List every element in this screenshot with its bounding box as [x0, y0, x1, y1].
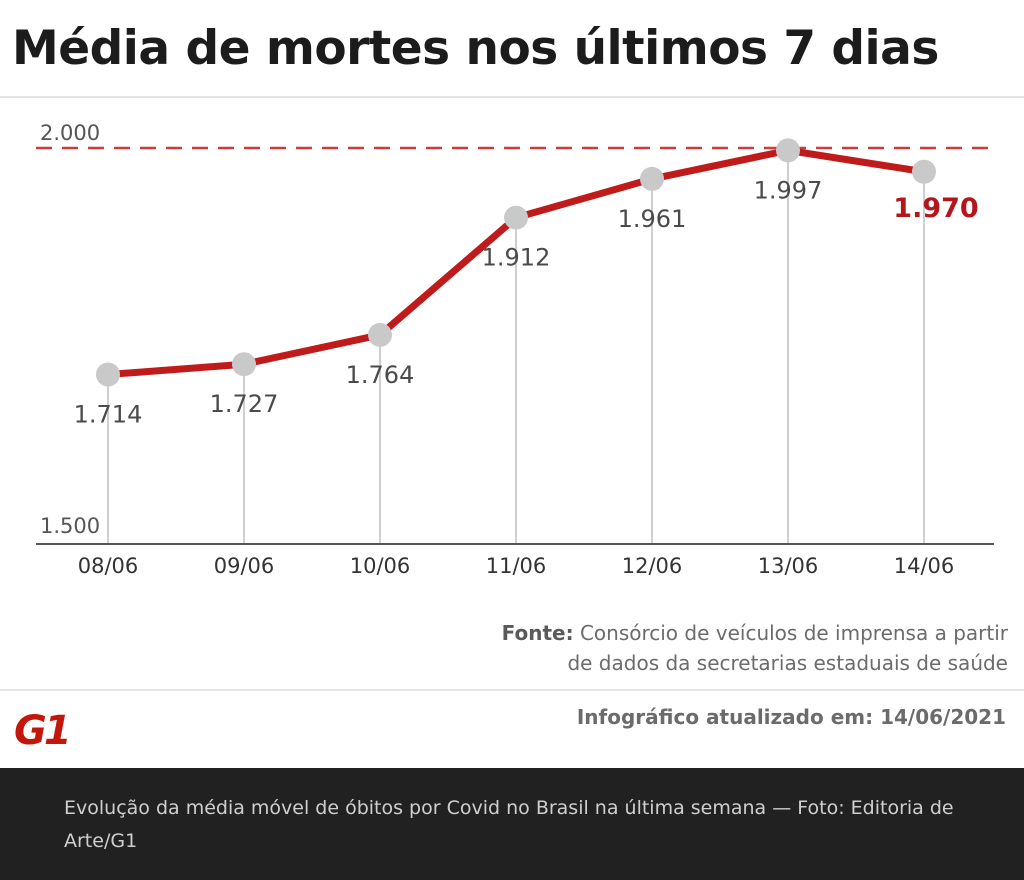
data-labels: 1.714 1.727 1.764 1.912 1.961 1.997 1.970	[74, 176, 979, 428]
x-tick-label: 11/06	[486, 554, 547, 578]
bottom-divider	[0, 689, 1024, 691]
data-point	[368, 322, 392, 347]
data-label: 1.961	[618, 205, 687, 233]
updated-date: Infográfico atualizado em: 14/06/2021	[576, 705, 1006, 729]
source-text-2: de dados da secretarias estaduais de saú…	[567, 651, 1008, 675]
source-note: Fonte: Consórcio de veículos de imprensa…	[502, 618, 1008, 678]
x-tick-labels: 08/06 09/06 10/06 11/06 12/06 13/06 14/06	[78, 554, 955, 578]
photo-caption: Evolução da média móvel de óbitos por Co…	[64, 797, 954, 852]
g1-logo: G1	[14, 708, 72, 750]
data-points	[96, 138, 936, 387]
data-point	[232, 352, 256, 377]
chart-title: Média de mortes nos últimos 7 dias	[12, 21, 939, 76]
line-chart: 2.000 1.500 1.714 1.727 1.764 1.912 1.961 1.9…	[36, 121, 994, 578]
y-tick-label-2000: 2.000	[40, 121, 100, 145]
drop-lines	[107, 150, 925, 544]
data-label: 1.764	[346, 361, 415, 389]
x-tick-label: 10/06	[350, 554, 411, 578]
data-point	[776, 138, 800, 163]
caption-bar: Evolução da média móvel de óbitos por Co…	[0, 768, 1024, 880]
x-tick-label: 13/06	[758, 554, 819, 578]
data-point	[640, 166, 664, 191]
data-label: 1.714	[74, 401, 143, 429]
top-divider	[0, 96, 1024, 98]
x-tick-label: 14/06	[894, 554, 955, 578]
data-label: 1.997	[754, 176, 823, 204]
data-label-highlight: 1.970	[893, 193, 978, 224]
x-tick-label: 08/06	[78, 554, 139, 578]
data-point	[504, 205, 528, 230]
source-line-1: Fonte: Consórcio de veículos de imprensa…	[502, 618, 1008, 648]
x-tick-label: 09/06	[214, 554, 275, 578]
x-tick-label: 12/06	[622, 554, 683, 578]
source-text-1: Consórcio de veículos de imprensa a part…	[579, 621, 1008, 645]
source-label: Fonte:	[501, 621, 574, 645]
g1-logo-text: G1	[14, 708, 69, 750]
data-label: 1.727	[210, 390, 279, 418]
data-label: 1.912	[482, 244, 551, 272]
y-tick-label-1500: 1.500	[40, 514, 100, 538]
data-point	[912, 159, 936, 184]
data-point	[96, 362, 120, 387]
